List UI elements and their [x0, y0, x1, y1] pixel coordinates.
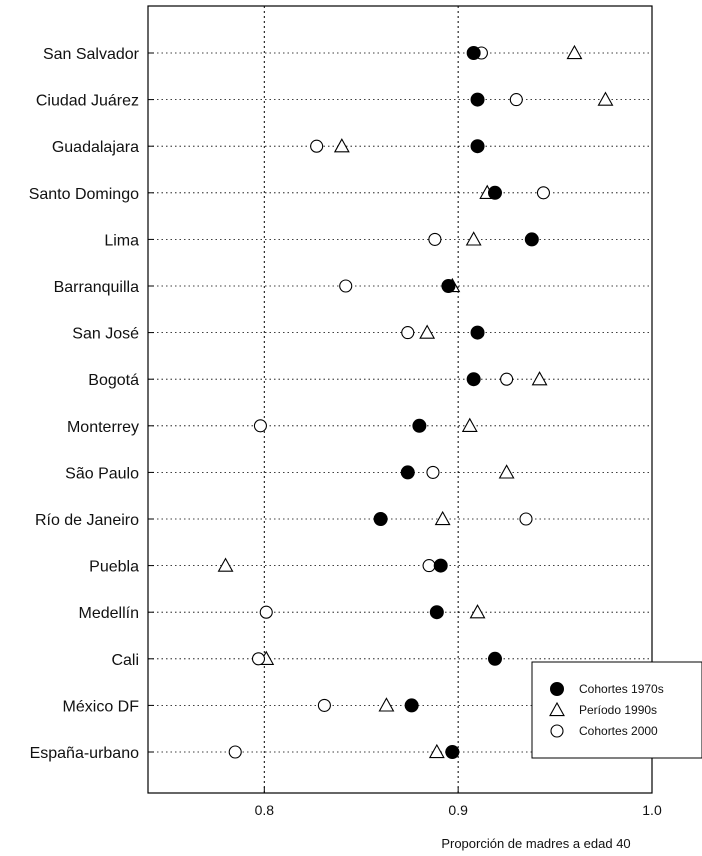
data-point-filled-circle	[470, 325, 485, 340]
category-guides	[148, 52, 652, 753]
legend-marker-open-triangle	[549, 701, 565, 717]
x-axis: 0.8 0.9 1.0	[255, 787, 662, 818]
data-point-filled-circle	[429, 605, 444, 620]
data-points	[217, 44, 614, 759]
category-label: Puebla	[89, 559, 139, 576]
category-label: Medellín	[79, 605, 139, 622]
data-point-filled-circle	[441, 279, 456, 293]
data-point-filled-circle	[466, 372, 481, 387]
data-point-filled-circle	[487, 185, 502, 200]
category-label: Río de Janeiro	[35, 512, 139, 529]
category-label: Guadalajara	[52, 139, 139, 156]
plot-area	[147, 5, 653, 794]
data-point-open-circle	[253, 419, 267, 433]
data-point-open-triangle	[461, 417, 478, 432]
category-label: San Salvador	[43, 46, 140, 63]
data-point-open-circle	[536, 186, 550, 200]
category-label: España-urbano	[30, 745, 140, 762]
vertical-gridlines	[263, 6, 459, 793]
data-point-open-circle	[422, 559, 436, 573]
data-point-open-circle	[500, 372, 514, 386]
category-label: Ciudad Juárez	[36, 93, 139, 110]
y-axis-categories: San Salvador Ciudad Juárez Guadalajara Sant…	[29, 46, 154, 762]
data-point-open-triangle	[434, 510, 451, 526]
data-point-filled-circle	[433, 558, 448, 573]
category-label: São Paulo	[65, 465, 139, 482]
data-point-open-circle	[310, 139, 324, 153]
legend-label: Período 1990s	[579, 703, 657, 717]
data-point-open-circle	[317, 698, 331, 712]
data-point-open-circle	[519, 512, 533, 526]
data-point-open-triangle	[217, 557, 234, 572]
data-point-filled-circle	[412, 418, 427, 433]
data-point-open-circle	[251, 652, 266, 666]
data-point-open-circle	[428, 232, 442, 246]
category-label: San José	[72, 326, 139, 343]
data-point-open-triangle	[531, 371, 548, 386]
data-point-open-triangle	[566, 44, 583, 60]
category-label: Lima	[104, 232, 139, 249]
x-tick-label: 0.9	[448, 802, 468, 818]
legend-label: Cohortes 1970s	[579, 682, 664, 696]
data-point-open-triangle	[469, 604, 486, 619]
category-label: Cali	[111, 652, 139, 669]
data-point-filled-circle	[466, 46, 481, 60]
data-point-open-circle	[401, 326, 415, 340]
data-point-filled-circle	[400, 465, 415, 480]
data-point-filled-circle	[470, 139, 485, 154]
x-axis-title: Proporción de madres a edad 40	[441, 836, 630, 851]
data-point-filled-circle	[373, 512, 388, 526]
data-point-filled-circle	[487, 651, 502, 666]
data-point-open-circle	[259, 605, 273, 619]
category-label: Bogotá	[88, 372, 139, 389]
data-point-filled-circle	[470, 92, 485, 107]
x-tick-label: 1.0	[642, 802, 662, 818]
category-label: Monterrey	[67, 419, 139, 436]
data-point-filled-circle	[445, 745, 460, 759]
legend-label: Cohortes 2000	[579, 724, 658, 738]
data-point-open-triangle	[333, 138, 350, 153]
legend: Cohortes 1970s Período 1990s Cohortes 2000	[531, 661, 702, 759]
data-point-open-triangle	[465, 231, 482, 246]
data-point-open-triangle	[378, 697, 395, 712]
legend-marker-open-circle	[550, 724, 564, 738]
category-label: Barranquilla	[54, 279, 139, 296]
data-point-filled-circle	[404, 698, 419, 713]
data-point-open-circle	[426, 465, 440, 479]
data-point-open-triangle	[498, 464, 515, 479]
data-point-open-circle	[228, 745, 242, 759]
category-label: Santo Domingo	[29, 186, 139, 203]
data-point-open-triangle	[419, 324, 436, 339]
data-point-open-circle	[339, 279, 353, 293]
data-point-open-triangle	[428, 743, 445, 759]
data-point-filled-circle	[524, 232, 539, 247]
category-label: México DF	[63, 698, 140, 715]
data-point-open-circle	[509, 93, 523, 107]
x-tick-label: 0.8	[255, 802, 275, 818]
legend-marker-filled-circle	[550, 682, 564, 696]
data-point-open-triangle	[597, 91, 614, 106]
